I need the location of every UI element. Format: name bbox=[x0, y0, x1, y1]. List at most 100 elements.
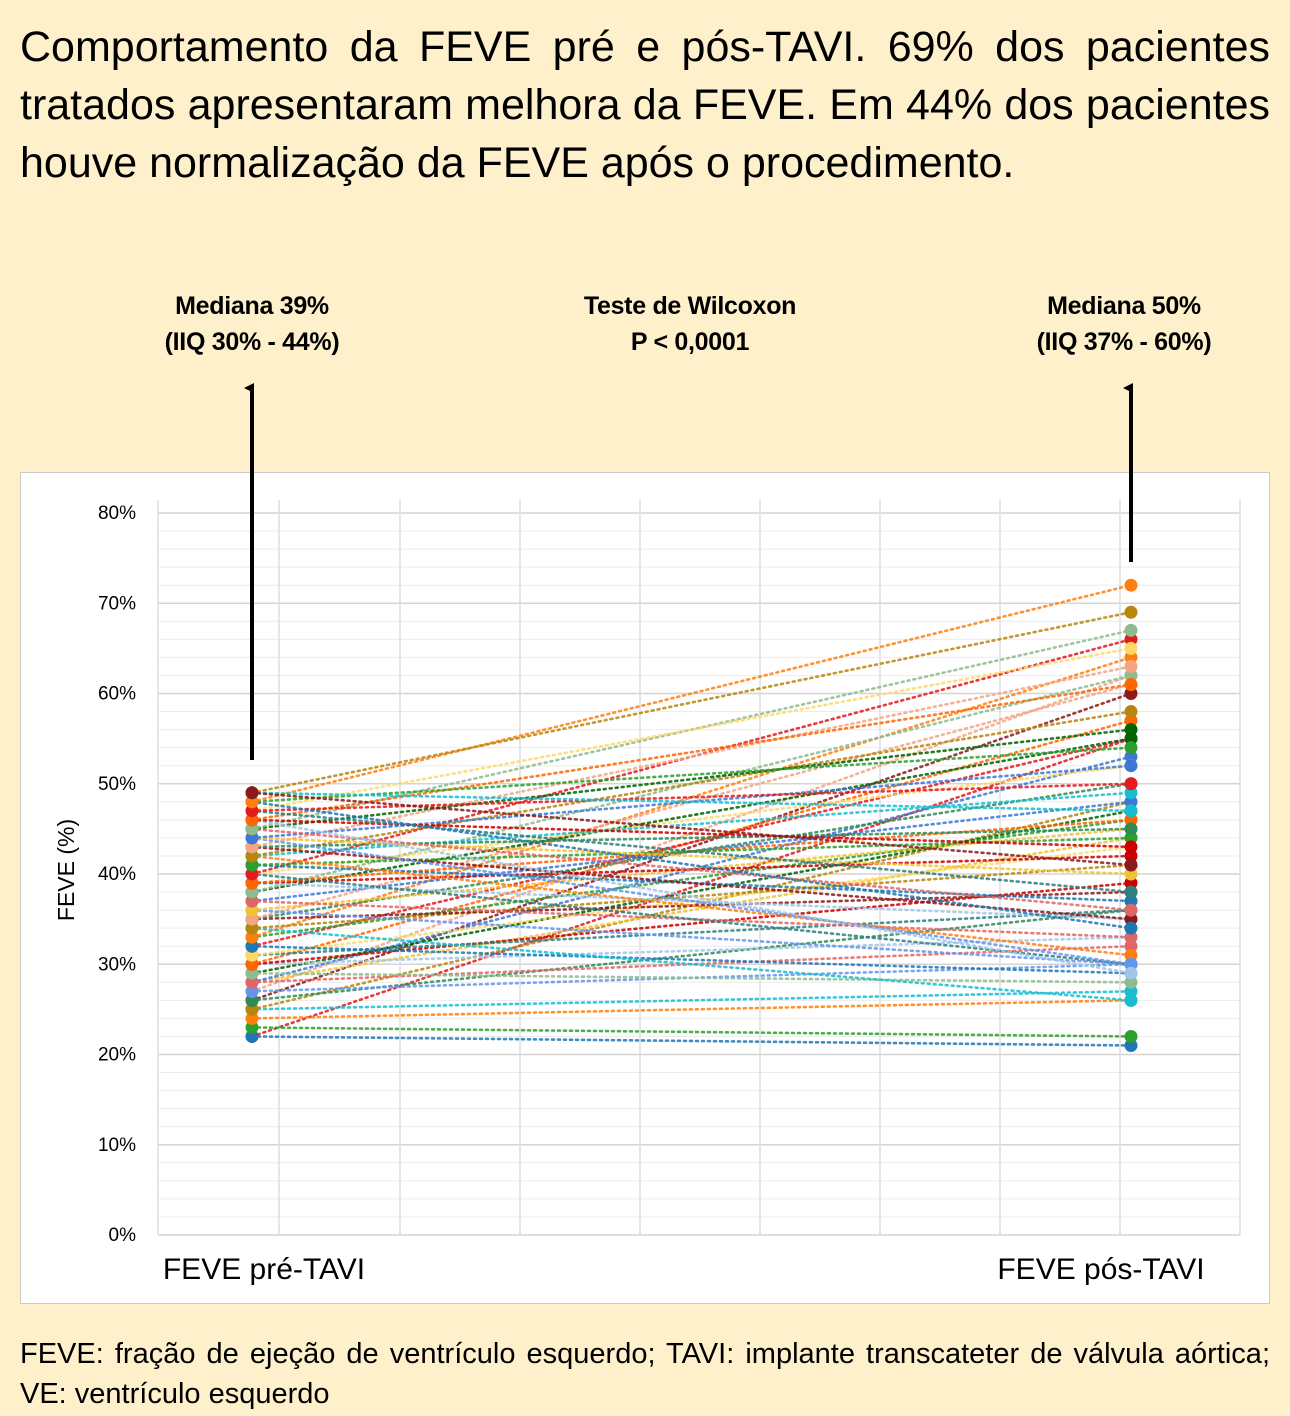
p-value-label: P < 0,0001 bbox=[630, 328, 750, 356]
pre-point bbox=[245, 1020, 259, 1034]
post-point bbox=[1124, 659, 1138, 673]
patient-line bbox=[250, 583, 1133, 804]
post-point bbox=[1124, 849, 1138, 863]
pre-point bbox=[245, 840, 259, 854]
post-point bbox=[1124, 641, 1138, 655]
patient-line bbox=[250, 990, 1133, 1011]
y-tick-label: 70% bbox=[98, 593, 136, 614]
pre-median-label: Mediana 39% bbox=[175, 292, 329, 320]
patient-line bbox=[250, 908, 1133, 957]
pre-point bbox=[245, 822, 259, 836]
patient-line bbox=[250, 647, 1133, 813]
post-point bbox=[1124, 831, 1138, 845]
y-tick-label: 80% bbox=[98, 503, 136, 524]
patient-line bbox=[250, 818, 1133, 975]
post-point bbox=[1124, 668, 1138, 682]
patient-line bbox=[250, 791, 1133, 813]
post-point bbox=[1124, 1038, 1138, 1052]
pre-point bbox=[245, 921, 259, 935]
wilcoxon-test-label: Teste de Wilcoxon bbox=[583, 292, 797, 320]
pre-point bbox=[245, 894, 259, 908]
patient-line bbox=[250, 854, 1133, 957]
patient-line bbox=[250, 782, 1133, 813]
wilcoxon-annotation: Teste de Wilcoxon P < 0,0001 bbox=[540, 288, 840, 360]
post-point bbox=[1124, 957, 1138, 971]
patient-line bbox=[250, 809, 1133, 975]
post-point bbox=[1124, 795, 1138, 809]
patient-line bbox=[250, 638, 1133, 876]
post-point bbox=[1124, 840, 1138, 854]
post-point bbox=[1124, 741, 1138, 755]
y-tick-label: 40% bbox=[98, 864, 136, 885]
pre-point bbox=[245, 885, 259, 899]
post-point bbox=[1124, 948, 1138, 962]
patient-line bbox=[250, 764, 1133, 876]
y-axis: 0% 10% 20% 30% 40% 50% 60% 70% 80% bbox=[98, 503, 136, 1246]
category-label-post: FEVE pós-TAVI bbox=[997, 1253, 1204, 1286]
patient-line bbox=[250, 926, 1133, 1002]
post-point bbox=[1124, 822, 1138, 836]
patient-line bbox=[250, 610, 1133, 795]
y-tick-label: 20% bbox=[98, 1045, 136, 1066]
y-tick-label: 30% bbox=[98, 954, 136, 975]
post-point bbox=[1124, 804, 1138, 818]
post-point bbox=[1124, 705, 1138, 719]
pre-median-annotation: Mediana 39% (IIQ 30% - 44%) bbox=[122, 288, 382, 360]
pre-point bbox=[245, 849, 259, 863]
footnote: FEVE: fração de ejeção de ventrículo esq… bbox=[20, 1338, 1270, 1410]
post-point bbox=[1124, 714, 1138, 728]
post-point bbox=[1124, 623, 1138, 637]
post-point bbox=[1124, 894, 1138, 908]
pre-point bbox=[245, 858, 259, 872]
pre-point bbox=[245, 903, 259, 917]
pre-point bbox=[245, 831, 259, 845]
post-point bbox=[1124, 750, 1138, 764]
patient-line bbox=[250, 827, 1133, 912]
post-point bbox=[1124, 632, 1138, 646]
post-point bbox=[1124, 930, 1138, 944]
pre-point bbox=[245, 912, 259, 926]
post-point bbox=[1124, 993, 1138, 1007]
y-tick-label: 60% bbox=[98, 684, 136, 705]
post-median-label: Mediana 50% bbox=[1047, 292, 1201, 320]
patient-line bbox=[250, 737, 1133, 948]
patient-line bbox=[250, 728, 1133, 831]
post-point bbox=[1124, 723, 1138, 737]
pre-point bbox=[245, 1002, 259, 1016]
pre-point bbox=[245, 984, 259, 998]
y-tick-label: 50% bbox=[98, 774, 136, 795]
post-point bbox=[1124, 867, 1138, 881]
patient-line bbox=[250, 692, 1133, 1002]
patient-line bbox=[250, 791, 1133, 867]
patient-line bbox=[250, 1035, 1133, 1047]
post-point bbox=[1124, 975, 1138, 989]
patient-line bbox=[250, 755, 1133, 984]
patient-line bbox=[250, 908, 1133, 1002]
post-point bbox=[1124, 903, 1138, 917]
category-label-pre: FEVE pré-TAVI bbox=[163, 1253, 365, 1286]
patient-line bbox=[250, 872, 1133, 966]
patient-line bbox=[250, 827, 1133, 912]
pre-point bbox=[245, 804, 259, 818]
post-point bbox=[1124, 912, 1138, 926]
patient-line bbox=[250, 1026, 1133, 1038]
pre-point bbox=[245, 966, 259, 980]
post-point bbox=[1124, 650, 1138, 664]
patient-line bbox=[250, 683, 1133, 822]
pre-iqr-label: (IIQ 30% - 44%) bbox=[164, 328, 340, 356]
y-tick-label: 10% bbox=[98, 1135, 136, 1156]
pre-point bbox=[245, 957, 259, 971]
pre-point bbox=[245, 1029, 259, 1043]
patient-line bbox=[250, 809, 1133, 894]
patient-line bbox=[250, 999, 1133, 1020]
patient-line bbox=[250, 665, 1133, 849]
post-point bbox=[1124, 578, 1138, 592]
post-point bbox=[1124, 732, 1138, 746]
pre-point bbox=[245, 1011, 259, 1025]
pre-point bbox=[245, 930, 259, 944]
patient-points bbox=[245, 578, 1138, 1052]
y-axis-title: FEVE (%) bbox=[53, 819, 79, 921]
pre-point bbox=[245, 795, 259, 809]
pre-point bbox=[245, 867, 259, 881]
